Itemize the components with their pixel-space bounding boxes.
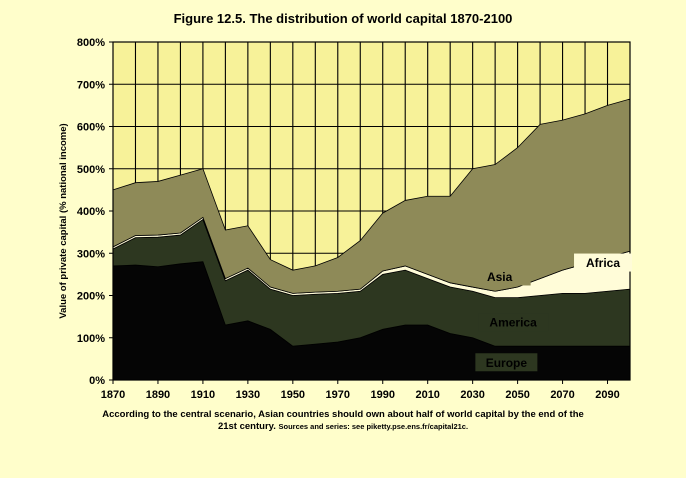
region-labels: Asia Africa America Europe [468, 253, 633, 372]
label-america: America [489, 316, 537, 330]
chart-title: Figure 12.5. The distribution of world c… [173, 11, 513, 26]
y-tick-label: 600% [77, 122, 105, 134]
y-tick-label: 200% [77, 291, 105, 303]
x-tick-label: 2070 [550, 389, 574, 401]
caption-line-1: According to the central scenario, Asian… [102, 409, 584, 420]
label-box-europe [475, 353, 538, 372]
y-tick-label: 800% [77, 37, 105, 49]
caption-sources: Sources and series: see piketty.pse.ens.… [278, 422, 469, 431]
label-box-america [478, 313, 549, 332]
y-axis-label: Value of private capital (% national inc… [58, 123, 69, 318]
x-tick-label: 1870 [101, 389, 125, 401]
y-tick-label: 300% [77, 248, 105, 260]
caption-line-2: 21st century. Sources and series: see pi… [0, 421, 686, 433]
y-tick-label: 0% [89, 375, 105, 387]
caption-line-2-main: 21st century. [217, 421, 276, 432]
x-tick-label: 2030 [460, 389, 484, 401]
x-tick-label: 1970 [326, 389, 350, 401]
y-tick-label: 400% [77, 206, 105, 218]
label-box-asia [468, 267, 531, 286]
x-tick-label: 1950 [281, 389, 305, 401]
label-europe: Europe [486, 356, 528, 370]
label-box-africa [574, 253, 633, 272]
label-africa: Africa [586, 256, 620, 270]
axes: 0% 100% 200% 300% 400% 500% 600% 700% 800% 1870 18… [58, 37, 631, 401]
x-tick-label: 2010 [415, 389, 439, 401]
y-tick-label: 700% [77, 79, 105, 91]
x-tick-label: 1910 [191, 389, 215, 401]
y-tick-label: 500% [77, 164, 105, 176]
y-tick-label: 100% [77, 333, 105, 345]
label-asia: Asia [487, 270, 513, 284]
x-tick-label: 2050 [505, 389, 529, 401]
x-tick-label: 1930 [236, 389, 260, 401]
x-tick-label: 1990 [370, 389, 394, 401]
x-tick-label: 2090 [595, 389, 619, 401]
x-tick-label: 1890 [146, 389, 170, 401]
